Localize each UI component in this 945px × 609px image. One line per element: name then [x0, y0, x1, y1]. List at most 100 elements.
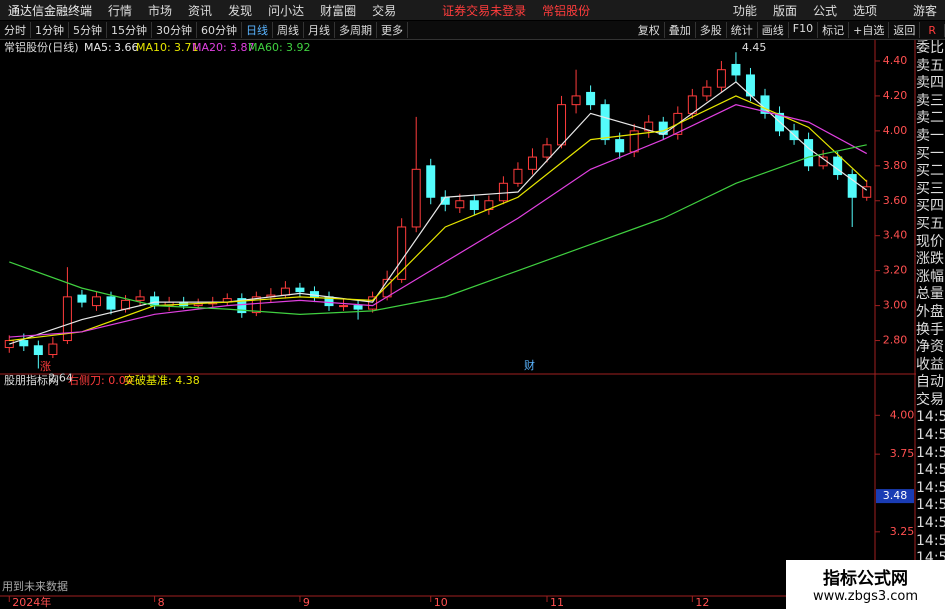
quote-label: 卖一 — [916, 127, 944, 144]
period-button[interactable]: 分时 — [0, 22, 31, 38]
y-tick-label: 4.00 — [883, 124, 908, 137]
max-label: 4.45 — [742, 41, 767, 54]
x-tick-label: 8 — [158, 596, 165, 609]
period-button[interactable]: 周线 — [273, 22, 304, 38]
time-label: 14:56 — [916, 497, 945, 514]
x-tick-label: 11 — [550, 596, 564, 609]
user[interactable]: 游客 — [912, 3, 937, 18]
period-button[interactable]: 多周期 — [335, 22, 377, 38]
indicator-line1: 右侧刀: 0.00 — [68, 373, 133, 387]
period-button[interactable]: 更多 — [377, 22, 408, 38]
tool-button[interactable]: +自选 — [849, 22, 890, 38]
trade-label: 交易 — [916, 391, 944, 408]
min-label: 2.64 — [48, 372, 72, 385]
quote-label: 涨幅 — [916, 268, 944, 285]
quote-label: 委比 — [916, 40, 944, 56]
menu-item[interactable]: 选项 — [852, 3, 877, 18]
menu-item[interactable]: 公式 — [812, 3, 837, 18]
tool-button[interactable]: F10 — [789, 22, 819, 38]
candle-body — [121, 299, 131, 310]
period-button[interactable]: 60分钟 — [197, 22, 242, 38]
candle-body — [571, 95, 581, 106]
tool-button[interactable]: 统计 — [727, 22, 758, 38]
x-tick-label: 10 — [434, 596, 448, 609]
candle-body — [600, 104, 610, 141]
candle-body — [77, 294, 87, 303]
menu-item[interactable]: 财富圈 — [320, 3, 357, 18]
legend-name: MA10: — [136, 41, 171, 54]
candle-body — [237, 298, 247, 314]
ma-line — [9, 81, 868, 345]
candle-body — [731, 63, 741, 76]
x-tick-label: 12 — [695, 596, 709, 609]
candle-body — [527, 156, 537, 170]
current-label: 3.48 — [883, 489, 908, 502]
y-tick-label: 3.00 — [883, 299, 908, 312]
candle-body — [455, 200, 465, 209]
legend-value: 3.92 — [286, 41, 311, 54]
menu-item[interactable]: 问小达 — [268, 3, 305, 18]
watermark-title: 指标公式网 — [823, 569, 908, 589]
tool-button[interactable]: 画线 — [758, 22, 789, 38]
candle-body — [498, 182, 508, 202]
menu-item[interactable]: 资讯 — [188, 3, 213, 18]
candle-body — [33, 345, 43, 356]
ma-line — [9, 104, 868, 338]
ma-line — [9, 95, 868, 342]
quote-label: 买五 — [916, 215, 944, 232]
logo: 通达信金融终端 — [8, 3, 93, 18]
tool-button[interactable]: 标记 — [818, 22, 850, 38]
x-tick-label: 2024年 — [12, 595, 51, 609]
ma-line — [9, 144, 867, 315]
stock-name: 常铝股份 — [542, 3, 591, 18]
indicator-line2: 突破基准: 4.38 — [124, 373, 200, 387]
legend-value: 3.87 — [230, 41, 255, 54]
tools: 复权 叠加 多股 统计 画线 F10 标记 +自选 返回 — [634, 22, 921, 38]
menu-item[interactable]: 交易 — [372, 3, 397, 18]
quote-label: 买一 — [916, 145, 944, 162]
quote-label: 净资 — [916, 339, 944, 356]
side-panel: 委比 卖五 卖四 卖三 卖二 卖一 买一 买二 买三 买四 买五 现价 涨跌 涨幅 总量 外盘 换手 净资 收益 自动… — [916, 40, 945, 609]
candle-body — [469, 200, 479, 210]
legend-value: 3.71 — [174, 41, 199, 54]
time-label: 14:56 — [916, 444, 945, 461]
period-button[interactable]: 月线 — [304, 22, 335, 38]
tool-button[interactable]: 多股 — [696, 22, 727, 38]
y-tick-label: 3.40 — [883, 229, 908, 242]
menu: 行情 市场 资讯 发现 问小达 财富圈 交易 — [100, 2, 404, 19]
y-tick-label: 3.80 — [883, 159, 908, 172]
time-label: 14:56 — [916, 427, 945, 444]
period-button[interactable]: 5分钟 — [69, 22, 107, 38]
menu-item[interactable]: 市场 — [148, 3, 173, 18]
menu-item[interactable]: 行情 — [108, 3, 133, 18]
candle-body — [280, 287, 290, 296]
quote-label: 外盘 — [916, 303, 944, 320]
y-tick-label: 3.60 — [883, 194, 908, 207]
period-button[interactable]: 日线 — [242, 22, 273, 38]
menu-item[interactable]: 发现 — [228, 3, 253, 18]
period-button[interactable]: 1分钟 — [31, 22, 69, 38]
candle-body — [48, 343, 58, 356]
tool-button[interactable]: 叠加 — [665, 22, 696, 38]
y-tick-label: 3.25 — [890, 525, 915, 538]
candle-body — [135, 296, 145, 301]
candle-body — [716, 69, 726, 88]
menu-item[interactable]: 版面 — [772, 3, 797, 18]
candle-body — [397, 226, 407, 280]
candle-body — [557, 104, 567, 146]
indicator-name: 股朋指标网 — [4, 373, 59, 387]
candle-body — [847, 174, 857, 198]
legend-value: 3.66 — [114, 41, 139, 54]
period-button[interactable]: 15分钟 — [107, 22, 152, 38]
candle-body — [586, 91, 596, 106]
time-label: 14:56 — [916, 479, 945, 496]
menu-item[interactable]: 功能 — [732, 3, 757, 18]
x-tick-label: 9 — [303, 596, 310, 609]
tool-button[interactable]: 返回 — [889, 22, 921, 38]
y-tick-label: 4.00 — [890, 408, 915, 421]
quote-label: 收益 — [916, 356, 944, 373]
tool-button[interactable]: 复权 — [634, 22, 665, 38]
y-tick-label: 3.75 — [890, 447, 915, 460]
legend-name: MA60: — [248, 41, 283, 54]
period-button[interactable]: 30分钟 — [152, 22, 197, 38]
